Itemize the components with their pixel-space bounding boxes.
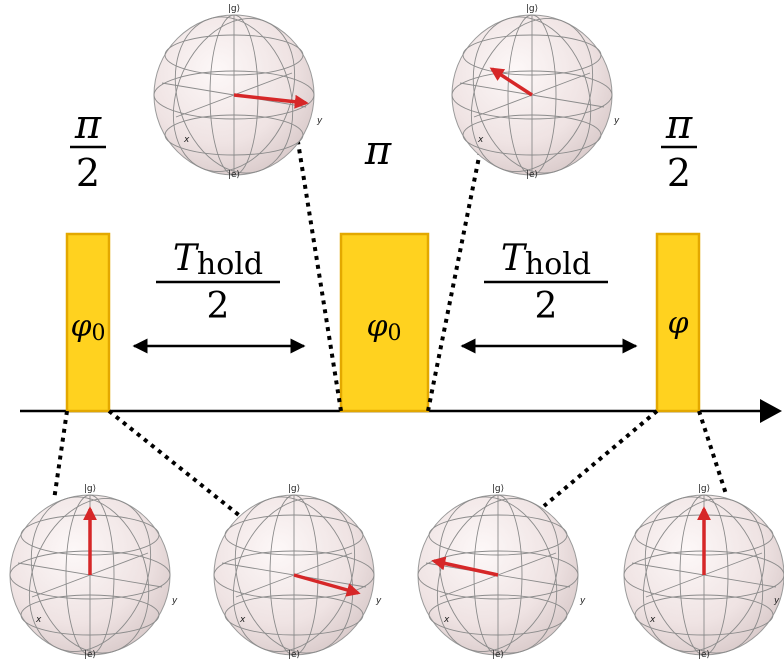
pulse-1-angle: π 2 [70,102,106,195]
pulse-2: φ0 [339,232,430,413]
pulse-3-angle: π 2 [661,102,697,195]
pulse-3-phase: φ [667,306,688,341]
y-axis-label: y [375,596,382,606]
x-axis-label: x [35,615,42,625]
ket-g-label: |g⟩ [228,4,240,14]
pulse-2-phase: φ0 [366,309,401,346]
ket-g-label: |g⟩ [526,4,538,14]
y-axis-label: y [171,596,178,606]
svg-text:2: 2 [207,286,230,327]
ket-g-label: |g⟩ [492,484,504,494]
ket-e-label: |e⟩ [526,170,538,180]
ket-g-label: |g⟩ [698,484,710,494]
pulse-1-angle-num: π [74,102,102,148]
hold-1-label: Thold 2 [156,238,280,327]
ket-e-label: |e⟩ [288,650,300,660]
x-axis-label: x [239,615,246,625]
hold-2-label: Thold 2 [484,238,608,327]
bloch-sphere-bottom-4: |g⟩ |e⟩ x y [619,478,784,660]
x-axis-label: x [443,615,450,625]
svg-text:Thold: Thold [173,238,263,282]
ket-e-label: |e⟩ [228,170,240,180]
pulse-1-angle-den: 2 [76,151,100,195]
bloch-sphere-bottom-2: |g⟩ |e⟩ x y [209,478,382,660]
time-axis-arrowhead [760,399,782,423]
pulse-3: φ [655,232,701,413]
bloch-sphere-top-1: |g⟩ |e⟩ x y [149,0,323,192]
y-axis-label: y [613,116,620,126]
ket-e-label: |e⟩ [492,650,504,660]
x-axis-label: x [183,135,190,145]
connectors [52,141,728,518]
pulse-1: φ0 [65,232,111,413]
ket-e-label: |e⟩ [84,650,96,660]
svg-text:Thold: Thold [501,238,591,282]
bloch-sphere-bottom-3: |g⟩ |e⟩ x y [413,478,586,660]
x-axis-label: x [477,135,484,145]
bloch-sphere-bottom-1: |g⟩ |e⟩ x y [5,478,178,660]
y-axis-label: y [773,596,780,606]
svg-text:2: 2 [535,286,558,327]
pulse-2-angle: π [364,128,392,174]
ket-e-label: |e⟩ [698,650,710,660]
bloch-sphere-top-2: |g⟩ |e⟩ x y [447,0,620,192]
y-axis-label: y [579,596,586,606]
pulse-1-phase: φ0 [70,309,105,346]
y-axis-label: y [316,116,323,126]
ket-g-label: |g⟩ [288,484,300,494]
ket-g-label: |g⟩ [84,484,96,494]
x-axis-label: x [649,615,656,625]
pulse-3-angle-num: π [665,102,693,148]
pulse-3-angle-den: 2 [667,151,691,195]
